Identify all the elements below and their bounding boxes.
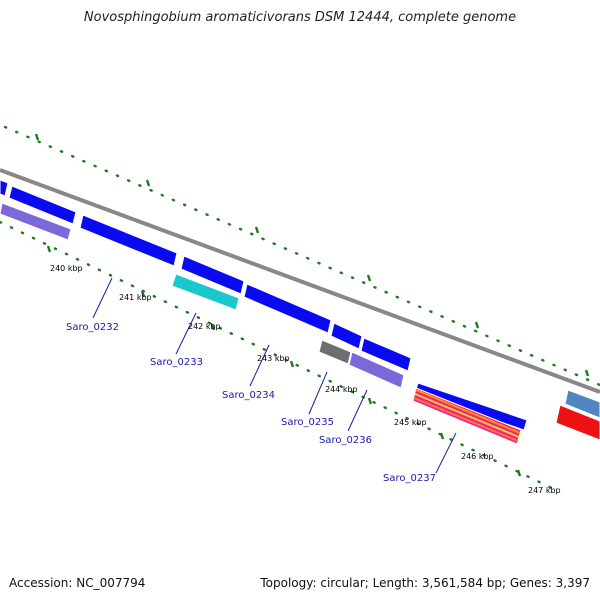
scale-tick-label: 243 kbp [257, 354, 290, 363]
map-title: Novosphingobium aromaticivorans DSM 1244… [83, 10, 517, 25]
scale-tick-label: 241 kbp [119, 293, 152, 302]
outer-scale-major-ticks [34, 133, 590, 377]
cog-stripes [413, 389, 521, 442]
cds-feature [180, 255, 245, 295]
cog-feature-steel [564, 389, 600, 419]
cog-feature-cyan [171, 273, 240, 311]
inner-scale-major-ticks [46, 245, 522, 477]
cds-feature [330, 322, 363, 350]
cog-feature-gray [318, 339, 352, 365]
cds-feature [79, 214, 178, 267]
cog-feature-purple [0, 202, 72, 241]
gene-labels: Saro_0232 Saro_0233 Saro_0234 Saro_0235 … [66, 322, 436, 484]
scale-tick-label: 246 kbp [461, 452, 494, 461]
scale-labels: 240 kbp 241 kbp 242 kbp 243 kbp 244 kbp … [50, 264, 561, 495]
forward-cds-track [0, 179, 528, 431]
genome-backbone [0, 168, 600, 394]
gene-label[interactable]: Saro_0236 [319, 435, 372, 446]
outer-scale-arc [3, 125, 600, 387]
scale-tick-label: 247 kbp [528, 486, 561, 495]
scale-tick-label: 240 kbp [50, 264, 83, 273]
gene-label[interactable]: Saro_0234 [222, 390, 275, 401]
cds-feature [360, 337, 412, 372]
cds-feature [0, 179, 9, 197]
scale-tick-label: 245 kbp [394, 418, 427, 427]
label-leaders [92, 277, 457, 474]
cog-feature-purple [348, 351, 405, 389]
gene-label[interactable]: Saro_0232 [66, 322, 119, 333]
genome-info-text: Topology: circular; Length: 3,561,584 bp… [260, 576, 590, 590]
accession-text: Accession: NC_007794 [9, 576, 146, 590]
gene-label[interactable]: Saro_0233 [150, 357, 203, 368]
scale-tick-label: 244 kbp [325, 385, 358, 394]
cog-feature-red [555, 404, 600, 441]
gene-label[interactable]: Saro_0237 [383, 473, 436, 484]
scale-tick-label: 242 kbp [188, 322, 221, 331]
gene-label[interactable]: Saro_0235 [281, 417, 334, 428]
cds-feature [8, 185, 77, 225]
cds-feature [243, 283, 332, 334]
